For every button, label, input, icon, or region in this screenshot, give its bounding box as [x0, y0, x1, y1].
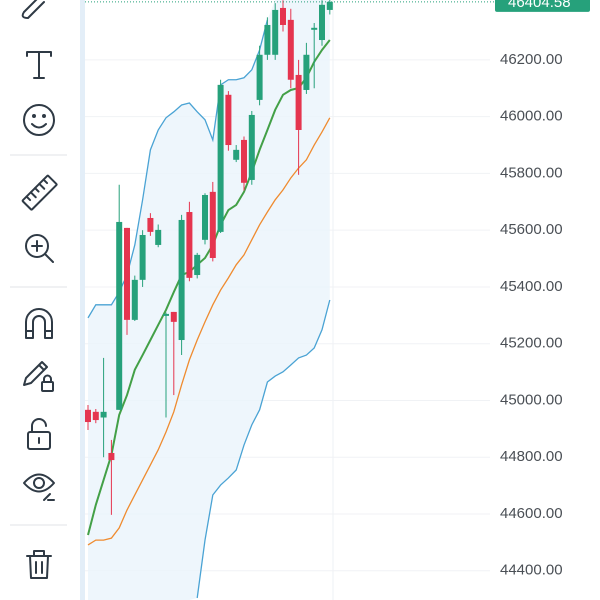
emoji-icon[interactable] — [23, 104, 55, 136]
drawing-lock-icon[interactable] — [23, 361, 54, 392]
last-price-tag — [495, 0, 590, 12]
y-tick-label: 44400.00 — [500, 562, 563, 579]
zoom-icon[interactable] — [25, 234, 54, 263]
candle-body — [124, 227, 130, 320]
candle-body — [287, 19, 294, 80]
candle-body — [217, 84, 224, 232]
candle-body — [85, 409, 91, 423]
visibility-icon[interactable] — [23, 473, 55, 501]
candle-body — [139, 235, 146, 280]
candle-body — [92, 411, 99, 421]
candle-body — [178, 219, 185, 341]
y-tick-label: 45200.00 — [500, 335, 563, 352]
candle-body — [116, 221, 123, 410]
candle-body — [225, 94, 232, 146]
candle-body — [100, 411, 107, 418]
candle-body — [194, 254, 201, 276]
candle-body — [241, 139, 247, 183]
y-tick-label: 45800.00 — [500, 164, 563, 181]
candle-body — [163, 313, 169, 316]
band-fill — [88, 0, 330, 600]
candle-body — [202, 194, 208, 240]
toolbar-bg — [0, 0, 78, 600]
last-price-label: 46404.58 — [508, 0, 571, 11]
trash-icon[interactable] — [26, 550, 52, 579]
pane-edge — [80, 0, 85, 600]
candle-body — [147, 217, 154, 232]
candle-body — [155, 229, 162, 245]
toolbar — [0, 0, 78, 600]
y-tick-label: 45400.00 — [500, 278, 563, 295]
candle-body — [295, 74, 302, 130]
y-tick-label: 45000.00 — [500, 391, 563, 408]
candle-body — [186, 212, 193, 278]
candle-body — [131, 279, 138, 320]
candle-body — [233, 149, 240, 160]
y-tick-label: 46200.00 — [500, 51, 563, 68]
candle-body — [303, 54, 310, 90]
candle-body — [326, 1, 333, 10]
indicator-line — [87, 117, 331, 546]
magnet-icon[interactable] — [25, 308, 53, 339]
candle-body — [272, 9, 279, 55]
y-tick-label: 44800.00 — [500, 448, 563, 465]
text-icon[interactable] — [26, 51, 52, 79]
lock-icon[interactable] — [27, 418, 51, 450]
candle-body — [256, 54, 263, 100]
candle-body — [209, 191, 216, 258]
candle-body — [319, 4, 325, 41]
candle-body — [264, 24, 271, 55]
indicator-line — [87, 39, 331, 536]
ruler-icon[interactable] — [21, 174, 58, 211]
y-tick-label: 46000.00 — [500, 108, 563, 125]
candle-body — [311, 27, 318, 30]
candle-body — [248, 114, 255, 180]
y-tick-label: 44600.00 — [500, 505, 563, 522]
candle-body — [108, 452, 115, 461]
indicator-line — [196, 299, 331, 599]
brush-icon[interactable] — [21, 0, 52, 19]
candle-body — [280, 7, 286, 25]
y-tick-label: 45600.00 — [500, 221, 563, 238]
candle-body — [170, 311, 177, 322]
plot — [85, 0, 495, 600]
